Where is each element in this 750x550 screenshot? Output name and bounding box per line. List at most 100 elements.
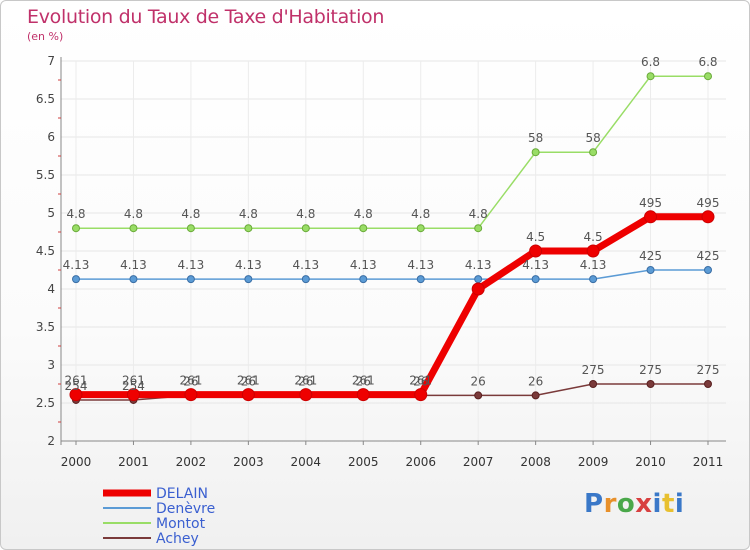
data-label: 261 (237, 374, 260, 388)
y-tick-label: 3 (47, 358, 55, 372)
data-point (129, 275, 138, 284)
data-point (589, 148, 598, 157)
data-point (589, 380, 598, 388)
data-label: 4.5 (526, 230, 545, 244)
data-point (474, 391, 483, 400)
data-label: 275 (582, 363, 605, 377)
data-point (359, 224, 368, 233)
y-tick-label: 5.5 (36, 168, 55, 182)
data-label: 26 (413, 374, 428, 388)
data-label: 254 (122, 379, 145, 393)
legend-label: Montot (156, 516, 206, 532)
data-label: 4.8 (181, 207, 200, 221)
x-tick-label: 2000 (61, 455, 92, 469)
data-point (416, 224, 425, 233)
x-tick-label: 2006 (405, 455, 436, 469)
y-tick-label: 2 (47, 434, 55, 448)
data-point (126, 388, 140, 402)
y-tick-label: 6.5 (36, 92, 55, 106)
legend-label: Achey (156, 531, 199, 547)
data-point (72, 224, 80, 233)
x-tick-label: 2002 (176, 455, 207, 469)
y-tick-label: 7 (47, 54, 55, 68)
data-label: 261 (294, 374, 317, 388)
y-tick-label: 5 (47, 206, 55, 220)
data-label: 6.8 (698, 55, 717, 69)
data-label: 26 (241, 374, 256, 388)
x-tick-label: 2004 (291, 455, 322, 469)
data-label: 26 (183, 374, 198, 388)
data-point (531, 275, 540, 284)
y-tick-label: 4 (47, 282, 55, 296)
data-point (186, 224, 195, 233)
data-point (301, 224, 310, 233)
data-label: 4.8 (66, 207, 85, 221)
data-point (646, 266, 655, 274)
data-label: 275 (639, 363, 662, 377)
data-point (704, 72, 712, 81)
data-point (704, 380, 712, 388)
data-point (72, 275, 80, 284)
data-label: 26 (356, 374, 371, 388)
data-label: 4.13 (63, 258, 90, 272)
data-label: 425 (697, 249, 720, 263)
data-label: 58 (585, 131, 600, 145)
data-point (704, 266, 712, 274)
data-point (69, 388, 83, 402)
legend-label: DELAIN (156, 486, 208, 502)
data-label: 4.13 (407, 258, 434, 272)
x-tick-label: 2001 (118, 455, 149, 469)
data-label: 254 (65, 379, 88, 393)
x-tick-label: 2010 (635, 455, 666, 469)
data-point (186, 275, 195, 284)
x-tick-label: 2009 (578, 455, 609, 469)
data-label: 495 (639, 196, 662, 210)
y-tick-label: 4.5 (36, 244, 55, 258)
data-label: 26 (298, 374, 313, 388)
data-point (646, 380, 655, 388)
data-point (299, 388, 313, 402)
data-label: 4.13 (580, 258, 607, 272)
chart-subtitle: (en %) (27, 30, 64, 43)
data-label: 4.8 (469, 207, 488, 221)
data-label: 261 (352, 374, 375, 388)
data-label: 4.8 (354, 207, 373, 221)
data-point (244, 224, 253, 233)
data-point (529, 244, 543, 258)
data-label: 4.8 (239, 207, 258, 221)
series-line-montot (76, 75, 708, 229)
data-label: 4.5 (584, 230, 603, 244)
data-label: 4.13 (465, 258, 492, 272)
y-tick-label: 6 (47, 130, 55, 144)
data-label: 261 (409, 374, 432, 388)
data-label: 26 (471, 374, 486, 388)
proxiti-logo: Proxiti (584, 489, 685, 519)
data-point (129, 224, 138, 233)
data-label: 4.13 (522, 258, 549, 272)
x-tick-label: 2005 (348, 455, 379, 469)
data-label: 26 (528, 374, 543, 388)
data-label: 261 (179, 374, 202, 388)
data-point (531, 391, 540, 400)
data-point (301, 275, 310, 284)
data-label: 4.8 (411, 207, 430, 221)
data-point (244, 275, 253, 284)
data-label: 4.13 (350, 258, 377, 272)
data-point (474, 224, 483, 233)
x-tick-label: 2007 (463, 455, 494, 469)
data-point (184, 388, 198, 402)
data-point (241, 388, 255, 402)
data-label: 6.8 (641, 55, 660, 69)
series-line-denèvre (76, 269, 708, 280)
data-point (414, 388, 428, 402)
data-point (416, 275, 425, 284)
data-label: 275 (697, 363, 720, 377)
x-tick-label: 2003 (233, 455, 264, 469)
data-label: 4.13 (120, 258, 147, 272)
y-tick-label: 2.5 (36, 396, 55, 410)
data-label: 4.13 (178, 258, 205, 272)
x-tick-label: 2008 (520, 455, 551, 469)
legend-label: Denèvre (156, 501, 215, 517)
